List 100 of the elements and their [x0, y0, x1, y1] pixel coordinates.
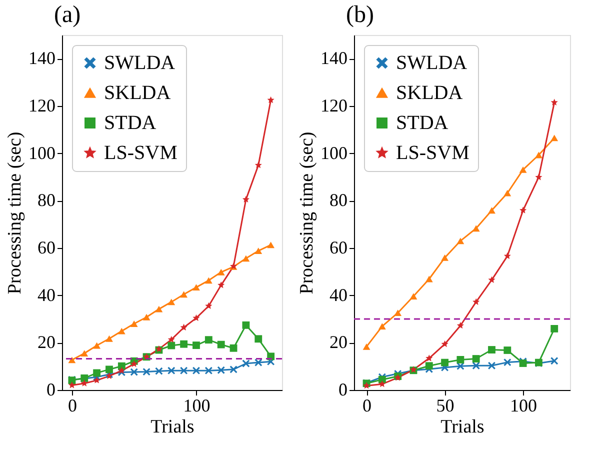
point [504, 190, 512, 196]
y-tick-label: 0 [46, 380, 56, 400]
point [204, 366, 212, 374]
y-tick-label: 40 [38, 284, 56, 305]
legend-label: SKLDA [104, 82, 172, 104]
x-tick-label: 0 [362, 396, 372, 416]
point [180, 291, 188, 298]
point [378, 323, 386, 330]
point [378, 380, 386, 388]
point [230, 344, 238, 352]
point [168, 342, 176, 350]
point [142, 368, 150, 376]
point [168, 336, 175, 343]
point [488, 362, 496, 370]
x-axis-title: Trials [150, 416, 194, 438]
point [520, 206, 527, 214]
point [242, 196, 250, 202]
chart-title: (a) [54, 2, 81, 28]
point [204, 336, 212, 344]
x-tick-label: 0 [68, 396, 77, 416]
point [267, 242, 275, 248]
point [254, 335, 262, 343]
point [242, 255, 250, 262]
point [472, 298, 480, 305]
y-tick-label: 20 [38, 332, 56, 352]
point [217, 366, 225, 374]
point [217, 268, 225, 276]
y-axis-title: Processing time (sec) [4, 132, 26, 294]
chart-title: (b) [346, 2, 374, 28]
point [80, 350, 88, 357]
point [130, 368, 138, 376]
point [80, 380, 88, 386]
point [168, 298, 176, 306]
point [362, 382, 370, 389]
point [254, 161, 262, 168]
point [472, 225, 480, 232]
point [180, 340, 188, 348]
point [242, 321, 250, 329]
point [130, 360, 138, 367]
x-tick-label: 100 [183, 396, 210, 416]
point [488, 276, 496, 283]
y-axis-title: Processing time (sec) [296, 132, 318, 294]
point [550, 324, 558, 332]
point [550, 98, 558, 106]
y-tick-label: 100 [320, 142, 348, 163]
point [472, 362, 480, 370]
legend-label: STDA [396, 112, 449, 134]
point [242, 360, 250, 368]
point [362, 343, 370, 350]
point [93, 342, 101, 349]
point [218, 281, 225, 288]
point [456, 238, 464, 244]
point [472, 355, 480, 362]
point [504, 252, 511, 260]
point [155, 306, 163, 312]
y-tick-label: 80 [38, 190, 56, 210]
point [488, 346, 496, 354]
point [106, 366, 113, 374]
y-tick-label: 60 [38, 238, 56, 258]
x-axis-title: Trials [440, 416, 484, 438]
point [425, 276, 433, 282]
y-tick-label: 20 [330, 332, 348, 352]
point [142, 314, 150, 320]
point [441, 254, 448, 261]
point [254, 248, 262, 254]
point [93, 376, 100, 384]
y-tick-label: 60 [330, 238, 348, 258]
point [519, 166, 527, 173]
point [205, 302, 212, 309]
y-tick-label: 120 [28, 96, 56, 116]
point [192, 314, 200, 322]
point [410, 293, 418, 300]
y-tick-label: 80 [330, 190, 348, 210]
y-tick-label: 40 [330, 284, 348, 305]
point [456, 362, 464, 370]
point [230, 366, 238, 374]
point [180, 324, 188, 331]
x-tick-label: 100 [510, 396, 538, 416]
point [93, 369, 101, 377]
point [504, 346, 512, 354]
point [504, 358, 512, 366]
point [535, 174, 542, 180]
legend-label: SKLDA [396, 82, 464, 104]
point [425, 362, 433, 370]
point [155, 367, 163, 375]
y-tick-label: 140 [320, 48, 348, 68]
point [192, 342, 200, 349]
legend-label: LS-SVM [104, 142, 178, 164]
legend-label: STDA [104, 112, 157, 134]
point [267, 96, 274, 104]
point [106, 335, 113, 342]
legend-label: SWLDA [396, 52, 468, 74]
legend-label: SWLDA [104, 52, 176, 74]
y-tick-label: 100 [28, 142, 56, 163]
point [204, 277, 212, 284]
point [441, 340, 448, 348]
point [192, 366, 200, 374]
point [426, 354, 433, 362]
point [550, 357, 558, 365]
point [118, 328, 126, 334]
